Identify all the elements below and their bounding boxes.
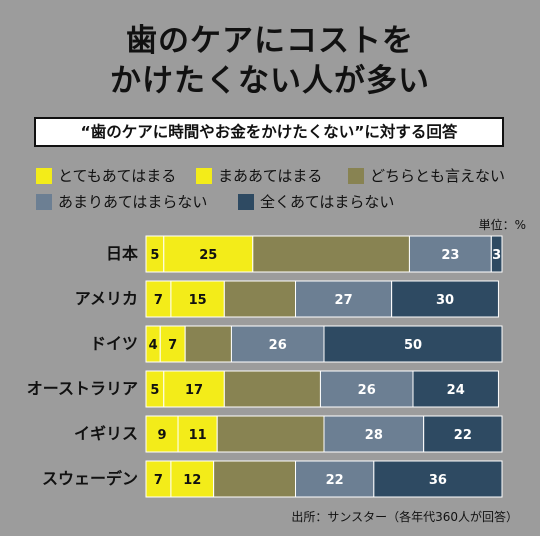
bar-value-label: 9 [157,428,166,443]
bar-value-label: 7 [168,338,177,353]
legend-label: まああてはまる [218,167,323,185]
bar-segment [216,415,325,453]
bar-value-label: 7 [154,293,163,308]
category-label: ドイツ [89,334,138,353]
bar-segment [373,460,503,498]
legend-swatch [36,194,52,210]
bar-segment [408,235,492,273]
bar-value-label: 24 [447,383,465,398]
category-label: イギリス [73,424,138,443]
bar-value-label: 17 [185,383,203,398]
category-label: スウェーデン [41,469,138,488]
bar-segment [159,325,186,363]
bar-value-label: 28 [365,428,383,443]
bar-value-label: 25 [199,248,217,263]
legend-label: 全くあてはまらない [260,193,395,211]
chart-title-line2: かけたくない人が多い [110,63,430,99]
bar-segment [412,370,499,408]
bar-value-label: 5 [150,248,159,263]
bar-value-label: 50 [404,338,422,353]
bar-value-label: 11 [189,428,207,443]
category-label: 日本 [105,244,138,263]
bar-segment [223,370,321,408]
category-label: アメリカ [74,289,138,308]
bar-value-label: 4 [149,338,158,353]
bar-segment [295,280,393,318]
bar-segment [145,280,172,318]
bar-value-label: 15 [189,293,207,308]
question-box: “歯のケアに時間やお金をかけたくない”に対する回答 [34,117,504,147]
bar-value-label: 12 [183,473,201,488]
bar-segment [223,280,297,318]
bar-value-label: 7 [154,473,163,488]
bar-value-label: 26 [358,383,376,398]
bar-value-label: 23 [441,248,459,263]
bar-value-label: 36 [429,473,447,488]
bar-segment [170,280,225,318]
source-note: 出所：サンスター（各年代360人が回答） [291,510,518,524]
category-label: オーストラリア [26,379,138,398]
unit-label: 単位：% [478,218,526,232]
bar-segment [230,325,325,363]
bar-value-label: 26 [269,338,287,353]
chart-title-line1: 歯のケアにコストを [126,23,414,59]
bar-value-label: 22 [326,473,344,488]
legend-label: どちらとも言えない [370,167,506,185]
bar-value-label: 3 [492,248,501,263]
bar-segment [319,370,414,408]
bar-value-label: 30 [436,293,454,308]
bar-segment [252,235,410,273]
question-text: “歯のケアに時間やお金をかけたくない”に対する回答 [80,123,458,141]
bar-segment [145,415,179,453]
bar-segment [323,415,425,453]
bar-value-label: 27 [335,293,353,308]
bar-segment [490,235,503,273]
bar-value-label: 5 [150,383,159,398]
legend-swatch [348,168,364,184]
legend-swatch [238,194,254,210]
bar-segment [184,325,232,363]
bar-segment [423,415,503,453]
bar-segment [170,460,215,498]
bar-segment [145,460,172,498]
legend-swatch [196,168,212,184]
bar-segment [213,460,297,498]
bar-segment [323,325,503,363]
legend-label: あまりあてはまらない [58,193,208,211]
legend-label: とてもあてはまる [58,167,177,185]
bar-value-label: 22 [454,428,472,443]
legend-swatch [36,168,52,184]
bar-segment [391,280,499,318]
